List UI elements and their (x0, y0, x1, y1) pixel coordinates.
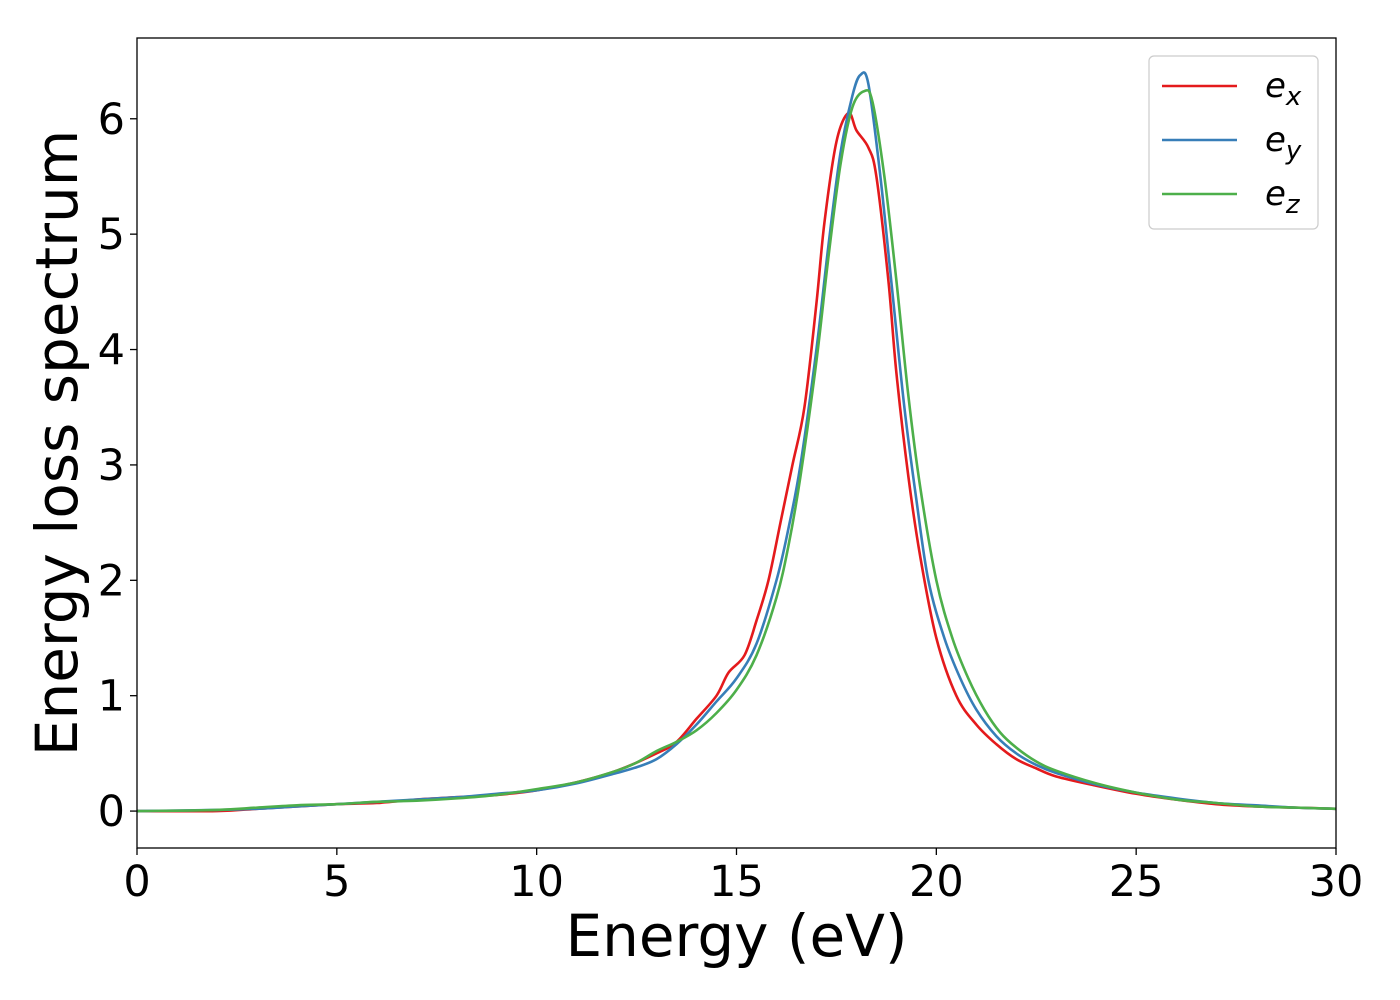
x-tick-label: 20 (909, 857, 964, 907)
x-axis: 0 5 10 15 20 25 30 (123, 848, 1363, 907)
y-tick-label: 3 (98, 441, 125, 491)
x-tick-label: 5 (323, 857, 350, 907)
x-tick-label: 10 (509, 857, 564, 907)
y-tick-label: 2 (98, 556, 125, 606)
legend-label-subscript: x (1285, 82, 1302, 112)
y-tick-label: 6 (98, 95, 125, 145)
series-line-e-z (137, 88, 1336, 813)
legend-label-subscript: y (1285, 136, 1302, 166)
legend-box (1148, 55, 1319, 230)
legend-label-subscript: z (1285, 190, 1301, 220)
x-tick-label: 30 (1309, 857, 1364, 907)
legend-label-e-z: ez (1265, 174, 1301, 220)
x-tick-label: 25 (1109, 857, 1164, 907)
y-tick-label: 5 (98, 210, 125, 260)
series-layer (137, 71, 1336, 813)
legend-label-base: e (1265, 174, 1286, 214)
x-axis-title: Energy (eV) (565, 902, 907, 970)
legend-label-base: e (1265, 66, 1286, 106)
y-axis: 0 1 2 3 4 5 6 (98, 95, 137, 837)
y-axis-title: Energy loss spectrum (23, 130, 91, 756)
y-tick-label: 4 (98, 326, 125, 376)
y-tick-label: 0 (98, 787, 125, 837)
legend-label-e-x: ex (1265, 66, 1302, 112)
x-tick-label: 15 (709, 857, 764, 907)
y-tick-label: 1 (98, 672, 125, 722)
legend-label-base: e (1265, 120, 1286, 160)
legend-label-e-y: ey (1265, 120, 1302, 166)
x-tick-label: 0 (123, 857, 150, 907)
